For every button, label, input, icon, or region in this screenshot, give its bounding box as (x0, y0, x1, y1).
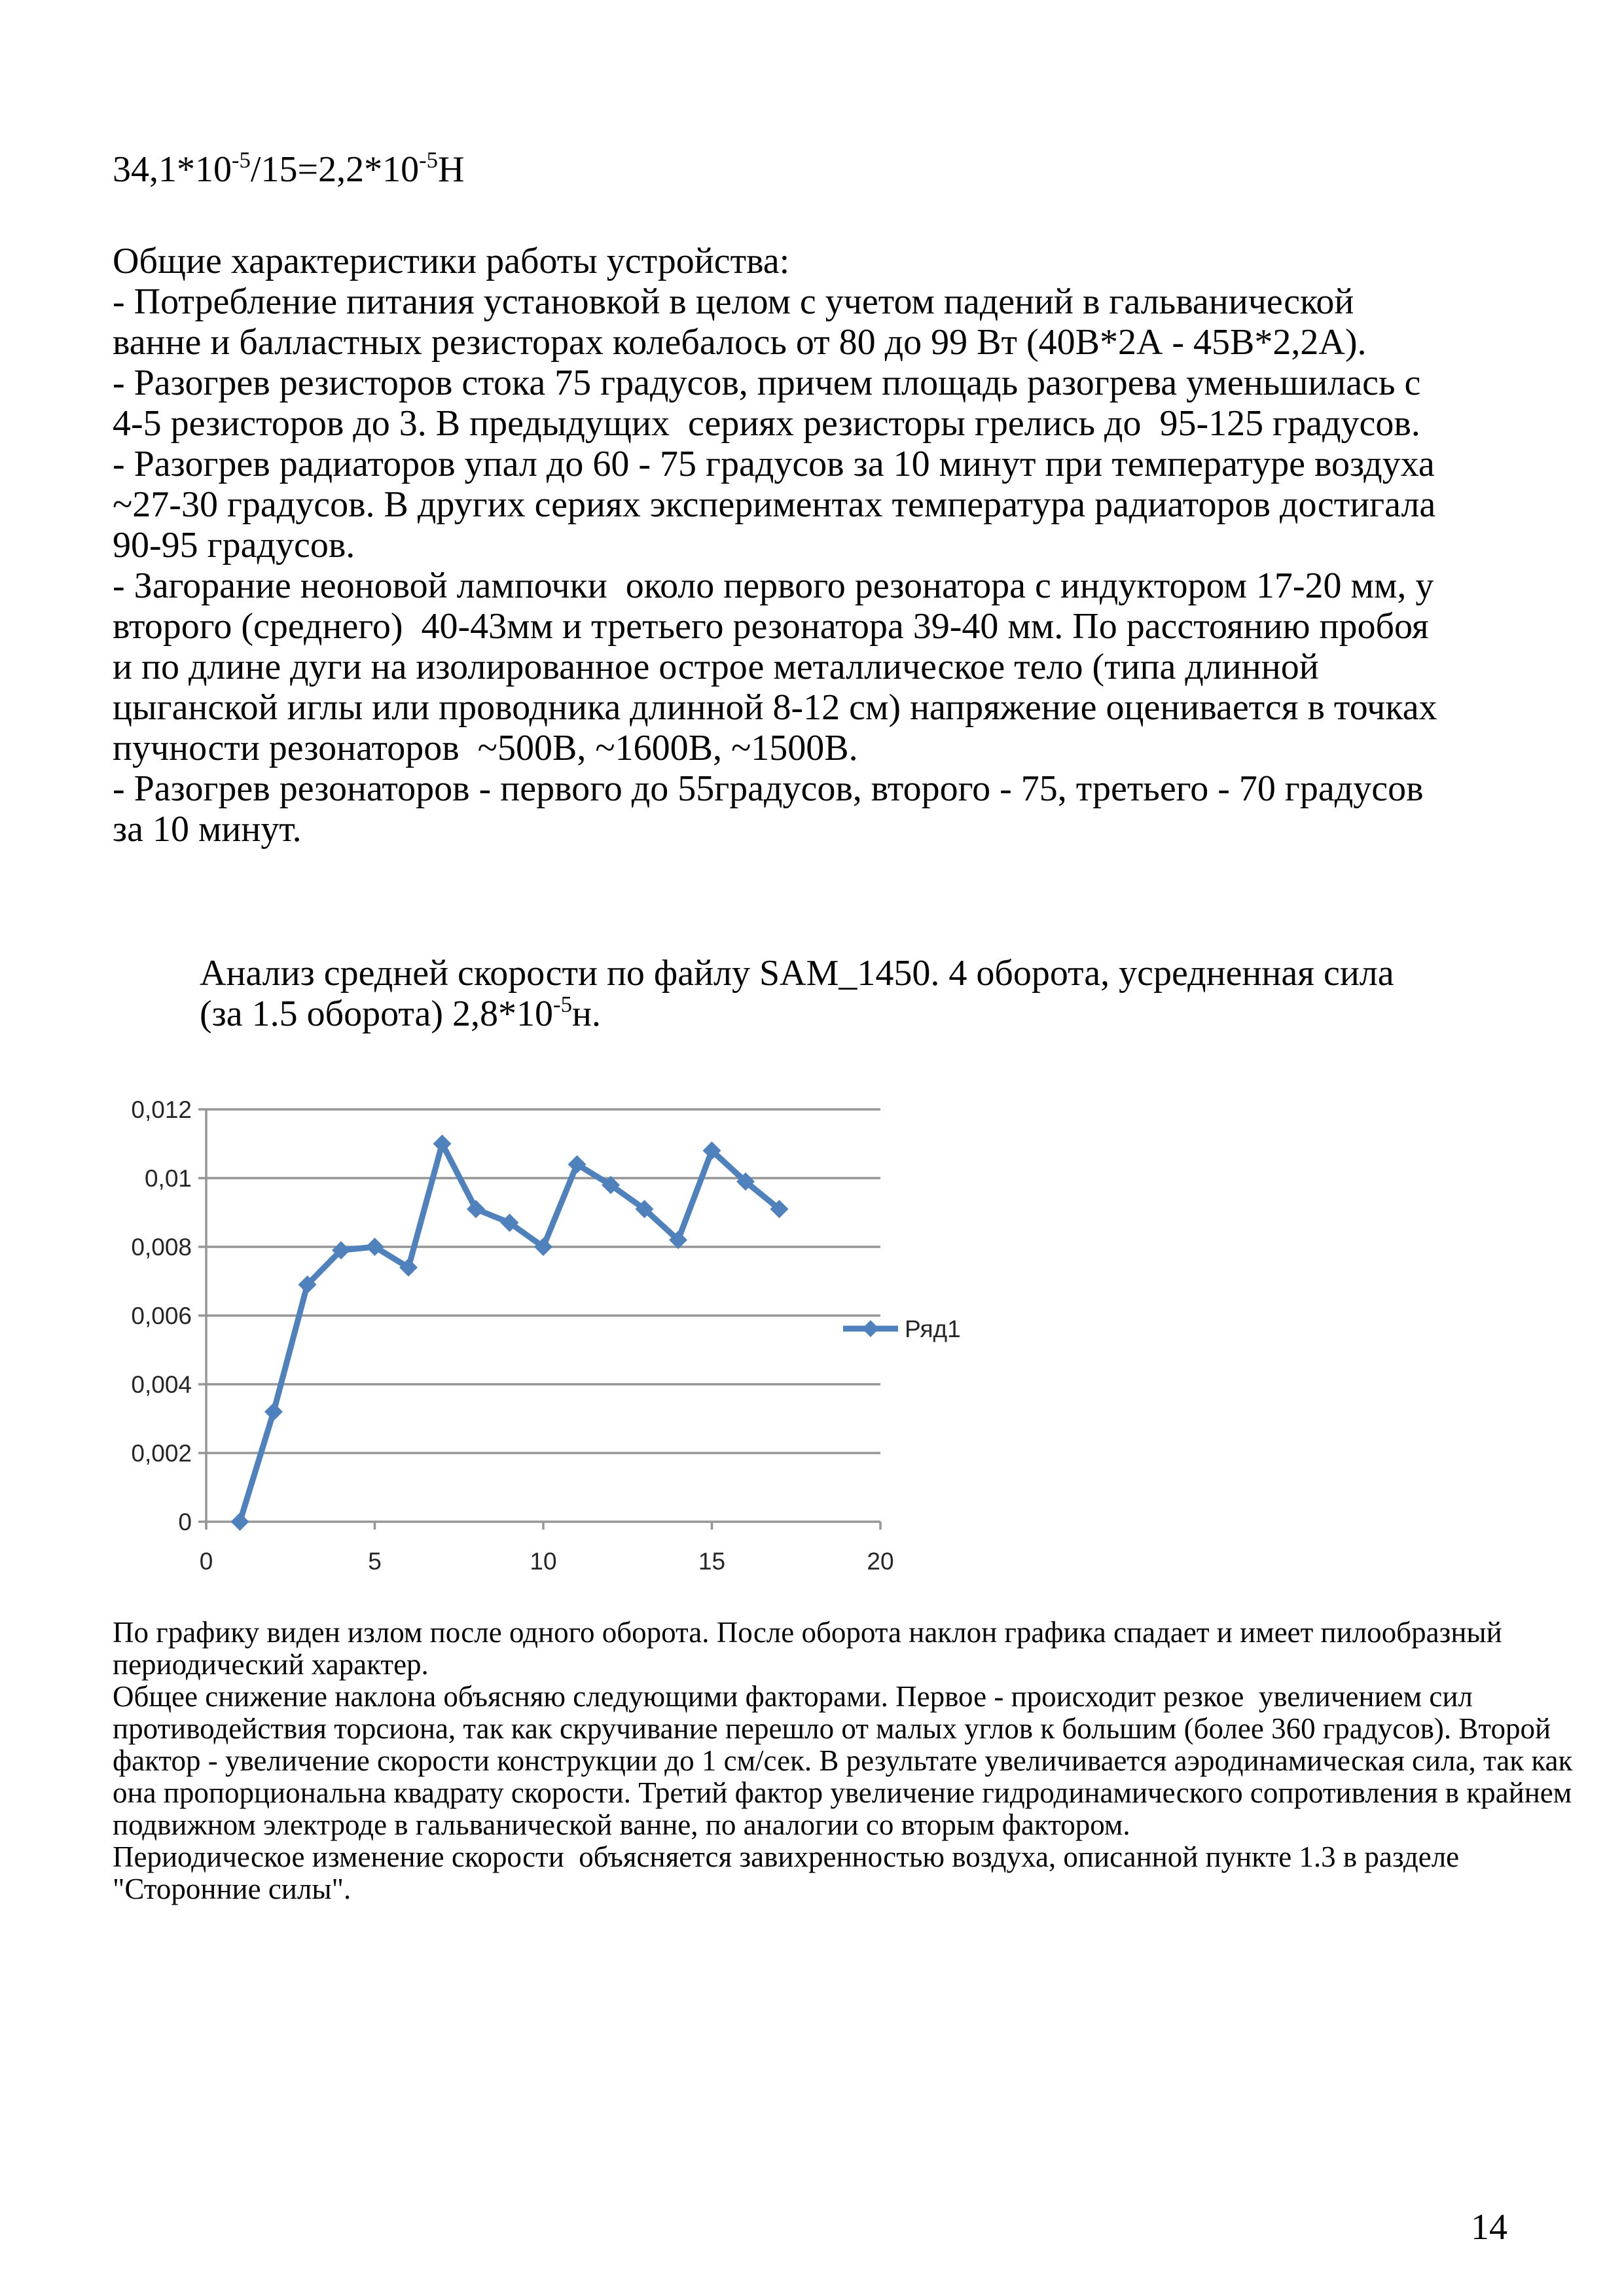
x-axis-tick-label: 20 (867, 1548, 893, 1575)
x-axis-tick-label: 15 (698, 1548, 725, 1575)
text-line: ванне и балластных резисторах колебалось… (113, 322, 1367, 363)
formula-exponent-2: -5 (419, 147, 438, 173)
chart-legend: Ряд1 (843, 1316, 961, 1342)
line-chart: 0 0,002 0,004 0,006 0,008 0,01 0,012 0 5 10 15 20 Ря… (98, 1080, 982, 1597)
data-point-marker (500, 1213, 519, 1232)
data-point-marker (230, 1513, 249, 1531)
analysis-line-2-end: н. (571, 994, 601, 1034)
text-line: Общее снижение наклона объясняю следующи… (113, 1680, 1473, 1713)
data-point-marker (635, 1200, 654, 1219)
analysis-line-1: Анализ средней скорости по файлу SAM_145… (200, 953, 1394, 994)
text-line: второго (среднего) 40-43мм и третьего ре… (113, 606, 1429, 647)
analysis-paragraph: Анализ средней скорости по файлу SAM_145… (200, 953, 1509, 1034)
y-axis-tick-label: 0,012 (131, 1096, 192, 1123)
x-axis-tick-label: 10 (530, 1548, 556, 1575)
notes-paragraphs: По графику виден излом после одного обор… (113, 1616, 1573, 1905)
analysis-line-2: (за 1.5 оборота) 2,8*10-5н. (200, 992, 1509, 1034)
body-paragraphs: Общие характеристики работы устройства: … (113, 241, 1540, 850)
text-line: - Разогрев резисторов стока 75 градусов,… (113, 363, 1421, 403)
section-heading: Общие характеристики работы устройства: (113, 241, 790, 281)
page-number: 14 (1471, 2207, 1507, 2248)
series-line (237, 1141, 782, 1525)
text-line: она пропорциональна квадрату скорости. Т… (113, 1776, 1572, 1809)
chart-axis-labels: 0 0,002 0,004 0,006 0,008 0,01 0,012 0 5 10 15 20 (131, 1096, 893, 1575)
x-axis-tick-label: 5 (368, 1548, 382, 1575)
line-chart-canvas: 0 0,002 0,004 0,006 0,008 0,01 0,012 0 5 10 15 20 Ря… (131, 1096, 961, 1575)
series-markers (230, 1134, 789, 1531)
y-axis-tick-label: 0,006 (131, 1302, 192, 1329)
data-point-marker (669, 1230, 687, 1249)
text-line: Периодическое изменение скорости объясня… (113, 1840, 1460, 1873)
data-point-marker (534, 1238, 552, 1256)
text-line: и по длине дуги на изолированное острое … (113, 647, 1319, 687)
data-point-marker (399, 1258, 418, 1277)
data-point-marker (467, 1200, 485, 1219)
text-line: пучности резонаторов ~500В, ~1600В, ~150… (113, 728, 858, 768)
text-line: ~27-30 градусов. В других сериях экспери… (113, 484, 1436, 525)
text-line: фактор - увеличение скорости конструкции… (113, 1744, 1573, 1777)
y-axis-tick-label: 0,004 (131, 1371, 192, 1398)
legend-marker (862, 1320, 879, 1337)
y-axis-tick-label: 0,008 (131, 1234, 192, 1261)
body-lines: - Потребление питания установкой в целом… (113, 281, 1540, 850)
formula-base-2: /15=2,2*10 (250, 149, 420, 190)
text-line: цыганской иглы или проводника длинной 8-… (113, 687, 1437, 728)
data-point-marker (332, 1241, 350, 1260)
text-line: 4-5 резисторов до 3. В предыдущих сериях… (113, 403, 1420, 444)
text-line: за 10 минут. (113, 809, 302, 850)
data-point-marker (298, 1275, 317, 1294)
data-point-marker (770, 1200, 789, 1219)
data-point-marker (365, 1238, 384, 1256)
text-line: 90-95 градусов. (113, 525, 355, 565)
text-line: - Разогрев резонаторов - первого до 55гр… (113, 768, 1424, 809)
formula-exponent-1: -5 (232, 147, 251, 173)
formula-line: 34,1*10-5/15=2,2*10-5Н (113, 149, 464, 190)
x-axis-tick-label: 0 (200, 1548, 213, 1575)
text-line: - Разогрев радиаторов упал до 60 - 75 гр… (113, 444, 1435, 484)
data-point-marker (568, 1155, 586, 1174)
analysis-line-2-base: (за 1.5 оборота) 2,8*10 (200, 994, 554, 1034)
y-axis-tick-label: 0,01 (145, 1165, 192, 1192)
formula-base-1: 34,1*10 (113, 149, 232, 190)
y-axis-tick-label: 0,002 (131, 1440, 192, 1467)
y-axis-tick-label: 0 (178, 1509, 192, 1535)
text-line: По графику виден излом после одного обор… (113, 1616, 1502, 1649)
data-point-marker (702, 1141, 721, 1160)
data-point-marker (602, 1175, 620, 1194)
data-point-marker (264, 1403, 283, 1421)
text-line: противодействия торсиона, так как скручи… (113, 1712, 1551, 1745)
text-line: периодический характер. (113, 1648, 429, 1681)
text-line: подвижном электроде в гальванической ван… (113, 1808, 1130, 1841)
data-point-marker (736, 1172, 755, 1191)
text-line: - Потребление питания установкой в целом… (113, 281, 1354, 322)
analysis-exponent: -5 (553, 992, 572, 1018)
text-line: "Сторонние силы". (113, 1873, 352, 1905)
legend-label: Ряд1 (905, 1316, 961, 1342)
text-line: - Загорание неоновой лампочки около перв… (113, 565, 1434, 606)
data-point-marker (433, 1134, 452, 1153)
formula-unit: Н (437, 149, 465, 190)
